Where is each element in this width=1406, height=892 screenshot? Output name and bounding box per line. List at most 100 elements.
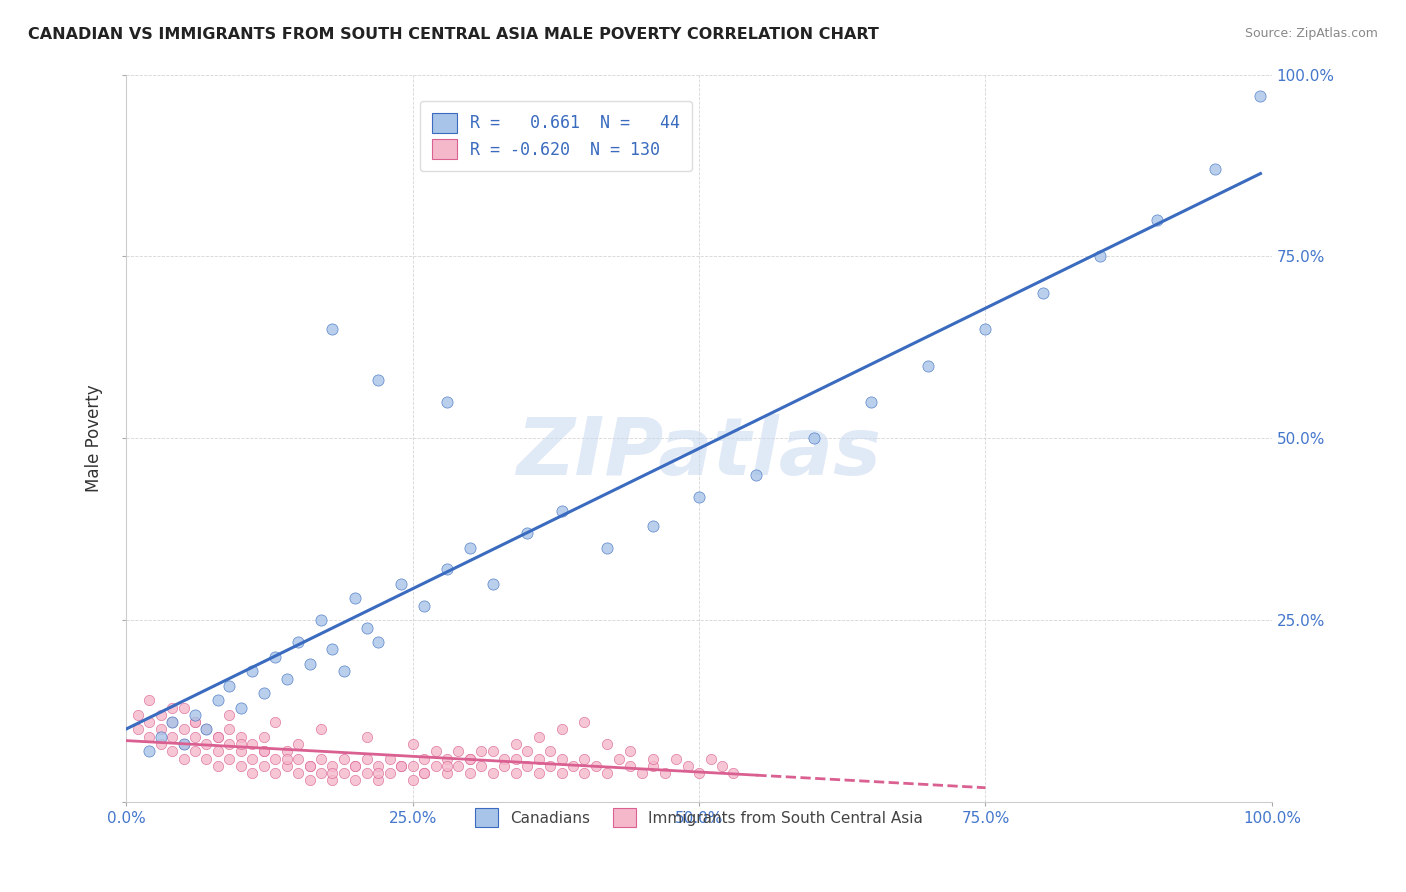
Point	[218, 723, 240, 737]
Point	[333, 766, 356, 780]
Point	[367, 373, 389, 387]
Point	[1088, 250, 1111, 264]
Point	[356, 621, 378, 635]
Point	[344, 759, 367, 773]
Point	[264, 766, 287, 780]
Point	[138, 730, 160, 744]
Point	[596, 541, 619, 555]
Point	[184, 744, 207, 758]
Point	[1032, 285, 1054, 300]
Point	[149, 707, 172, 722]
Point	[356, 730, 378, 744]
Point	[229, 730, 252, 744]
Point	[458, 541, 481, 555]
Point	[240, 751, 263, 765]
Point	[240, 766, 263, 780]
Point	[333, 751, 356, 765]
Point	[149, 737, 172, 751]
Point	[425, 759, 447, 773]
Point	[184, 715, 207, 730]
Point	[298, 759, 321, 773]
Point	[482, 577, 505, 591]
Point	[207, 730, 229, 744]
Point	[643, 759, 665, 773]
Point	[494, 751, 516, 765]
Point	[207, 693, 229, 707]
Point	[184, 707, 207, 722]
Point	[195, 751, 218, 765]
Point	[538, 759, 561, 773]
Point	[505, 751, 527, 765]
Point	[240, 737, 263, 751]
Point	[149, 730, 172, 744]
Point	[287, 766, 309, 780]
Point	[505, 766, 527, 780]
Point	[195, 723, 218, 737]
Point	[160, 744, 183, 758]
Point	[413, 766, 436, 780]
Point	[298, 773, 321, 788]
Point	[470, 759, 492, 773]
Point	[138, 693, 160, 707]
Point	[367, 635, 389, 649]
Point	[665, 751, 688, 765]
Point	[516, 744, 538, 758]
Point	[688, 490, 710, 504]
Point	[138, 715, 160, 730]
Point	[1249, 89, 1271, 103]
Y-axis label: Male Poverty: Male Poverty	[86, 384, 103, 492]
Point	[276, 672, 298, 686]
Point	[195, 737, 218, 751]
Point	[253, 686, 276, 700]
Point	[389, 759, 412, 773]
Point	[527, 730, 550, 744]
Point	[494, 759, 516, 773]
Point	[344, 759, 367, 773]
Point	[585, 759, 607, 773]
Point	[470, 744, 492, 758]
Point	[367, 759, 389, 773]
Point	[184, 715, 207, 730]
Point	[389, 577, 412, 591]
Point	[401, 773, 423, 788]
Point	[436, 562, 458, 576]
Point	[378, 766, 401, 780]
Point	[160, 715, 183, 730]
Point	[619, 759, 641, 773]
Point	[458, 751, 481, 765]
Point	[218, 737, 240, 751]
Point	[723, 766, 745, 780]
Point	[458, 766, 481, 780]
Point	[207, 744, 229, 758]
Point	[654, 766, 676, 780]
Point	[173, 737, 195, 751]
Point	[173, 751, 195, 765]
Point	[298, 759, 321, 773]
Point	[218, 707, 240, 722]
Point	[710, 759, 733, 773]
Point	[276, 759, 298, 773]
Point	[253, 744, 276, 758]
Point	[195, 723, 218, 737]
Point	[630, 766, 652, 780]
Point	[127, 723, 149, 737]
Point	[413, 766, 436, 780]
Point	[401, 737, 423, 751]
Point	[688, 766, 710, 780]
Point	[321, 766, 343, 780]
Point	[574, 715, 596, 730]
Point	[974, 322, 997, 336]
Point	[173, 723, 195, 737]
Point	[803, 431, 825, 445]
Point	[436, 759, 458, 773]
Point	[207, 759, 229, 773]
Point	[643, 518, 665, 533]
Point	[287, 751, 309, 765]
Point	[309, 613, 332, 627]
Point	[127, 707, 149, 722]
Point	[699, 751, 721, 765]
Legend: Canadians, Immigrants from South Central Asia: Canadians, Immigrants from South Central…	[467, 801, 931, 835]
Point	[413, 751, 436, 765]
Point	[229, 700, 252, 714]
Point	[367, 766, 389, 780]
